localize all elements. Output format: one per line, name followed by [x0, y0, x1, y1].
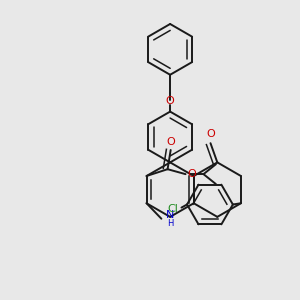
Text: O: O: [206, 130, 215, 140]
Text: O: O: [166, 96, 175, 106]
Text: O: O: [188, 169, 196, 179]
Text: N: N: [166, 210, 174, 220]
Text: Cl: Cl: [167, 204, 178, 214]
Text: H: H: [167, 219, 173, 228]
Text: O: O: [166, 137, 175, 147]
